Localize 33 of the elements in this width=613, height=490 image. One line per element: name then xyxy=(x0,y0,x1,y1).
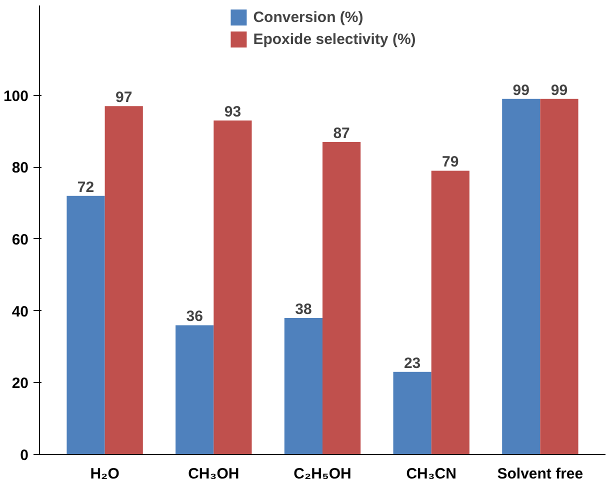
y-tick-label: 0 xyxy=(20,447,28,464)
y-tick-label: 60 xyxy=(12,231,29,248)
data-label: 23 xyxy=(404,354,421,372)
x-tick-label: CH₃OH xyxy=(188,466,240,482)
data-label: 97 xyxy=(116,89,132,106)
data-label: 38 xyxy=(295,301,312,318)
bar xyxy=(322,142,361,454)
bar xyxy=(393,372,432,454)
bar xyxy=(66,196,105,454)
x-tick-label: C₂H₅OH xyxy=(294,466,352,482)
x-tick-label: CH₃CN xyxy=(406,466,456,482)
y-tick-label: 80 xyxy=(12,160,29,177)
x-tick-label: Solvent free xyxy=(497,466,584,482)
bar xyxy=(214,120,252,454)
data-label: 79 xyxy=(442,154,459,171)
data-label: 36 xyxy=(186,308,203,326)
bar xyxy=(104,106,143,454)
x-tick-label: H₂O xyxy=(90,466,120,482)
data-label: 99 xyxy=(512,82,530,99)
legend-label: Epoxide selectivity (%) xyxy=(253,30,416,48)
y-tick-label: 100 xyxy=(3,88,29,105)
bar xyxy=(284,318,322,454)
data-label: 72 xyxy=(77,178,94,196)
y-tick-label: 20 xyxy=(12,375,29,392)
data-label: 99 xyxy=(550,82,568,99)
y-tick-label: 40 xyxy=(12,303,29,320)
bar xyxy=(176,325,214,454)
legend-label: Conversion (%) xyxy=(253,8,364,26)
data-label: 87 xyxy=(333,124,350,142)
bar xyxy=(431,170,470,454)
bar xyxy=(540,98,578,454)
data-label: 93 xyxy=(224,103,242,120)
bar xyxy=(502,98,540,454)
